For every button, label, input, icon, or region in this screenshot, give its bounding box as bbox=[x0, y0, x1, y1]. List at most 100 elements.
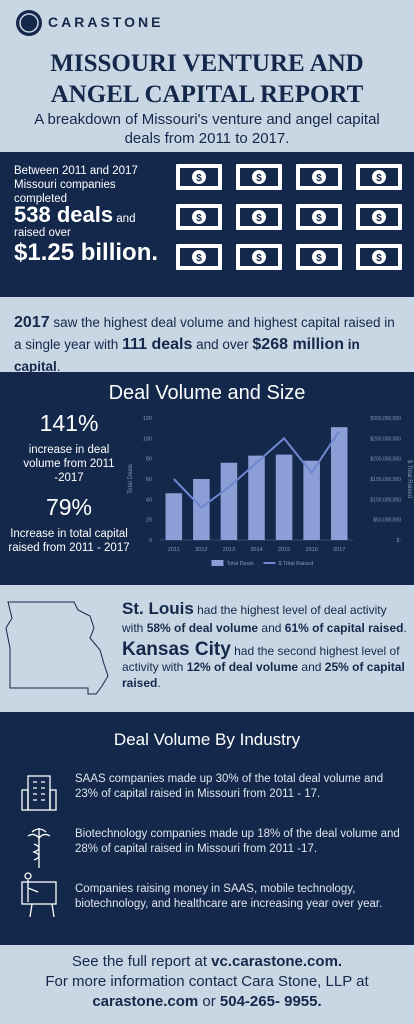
y-tick-label: 20 bbox=[146, 518, 152, 524]
footer-text: See the full report at bbox=[71, 953, 212, 970]
footer-phone: 504-265- 9955. bbox=[219, 993, 322, 1010]
bar bbox=[275, 454, 293, 540]
and: and bbox=[116, 213, 136, 225]
city: Kansas City had the second highest level… bbox=[122, 639, 410, 691]
deals: 538 deals bbox=[14, 202, 114, 227]
bill-coin bbox=[372, 250, 386, 264]
city-bold: 61% of capital raised bbox=[284, 621, 404, 635]
logo bbox=[16, 10, 42, 36]
y-tick-label: 120 bbox=[143, 416, 152, 422]
bill-sign: $ bbox=[316, 253, 322, 264]
summary-intro: Between 2011 and 2017 Missouri companies… bbox=[14, 165, 138, 205]
bill-coin bbox=[312, 250, 326, 264]
bill-coin bbox=[372, 210, 386, 224]
bar bbox=[303, 460, 320, 540]
footer-link[interactable]: carastone.com bbox=[92, 993, 199, 1010]
y2-tick-label: $200,000,000 bbox=[370, 457, 401, 463]
stat: 79% Increase in total capital raised fro… bbox=[8, 494, 130, 555]
city-text: . bbox=[403, 621, 407, 635]
hl: in capital bbox=[14, 337, 360, 374]
city: St. Louis had the highest level of deal … bbox=[122, 600, 410, 637]
hl: 2017 bbox=[14, 314, 50, 331]
city-text: . bbox=[157, 676, 161, 690]
bar bbox=[330, 427, 348, 540]
industry-icons bbox=[21, 775, 57, 918]
city-text: had the highest level of deal activity w… bbox=[122, 603, 387, 635]
hl: 111 deals bbox=[122, 336, 193, 353]
x-tick-label: 2016 bbox=[306, 547, 318, 553]
bill-coin bbox=[192, 250, 206, 264]
bill-coin bbox=[252, 170, 266, 184]
money-icons: $ $ $ $ $ $ $ $ $ $ $ $ bbox=[176, 164, 402, 270]
y2-axis-label: $ Total Raised bbox=[406, 460, 412, 498]
summary-text: Between 2011 and 2017 Missouri companies… bbox=[14, 164, 164, 266]
hl: $268 million bbox=[252, 336, 344, 353]
chart-title: Deal Volume and Size bbox=[108, 382, 306, 404]
y-tick-label: 100 bbox=[143, 436, 152, 442]
bill-coin bbox=[192, 170, 206, 184]
stat-text: Increase in total capital raised from 20… bbox=[8, 528, 130, 554]
y-axis-label: Total Deals bbox=[128, 464, 134, 494]
city-text: had the second highest level of activity… bbox=[122, 644, 400, 674]
y2-tick-label: $100,000,000 bbox=[370, 497, 401, 503]
missouri-map bbox=[5, 601, 109, 695]
bill-sign: $ bbox=[376, 173, 382, 184]
x-tick-label: 2011 bbox=[168, 547, 180, 553]
bar bbox=[220, 462, 238, 540]
y-tick-label: 40 bbox=[146, 497, 152, 503]
industry-item: Companies raising money in SAAS, mobile … bbox=[75, 883, 383, 910]
city-bold: 58% of deal volume bbox=[146, 621, 259, 635]
footer: See the full report at vc.carastone.com.… bbox=[0, 952, 414, 1012]
city-text: and bbox=[298, 660, 325, 674]
title-line: ANGEL CAPITAL REPORT bbox=[50, 81, 364, 108]
y2-tick-label: $150,000,000 bbox=[370, 477, 401, 483]
x-tick-label: 2014 bbox=[250, 547, 262, 553]
bill-coin bbox=[252, 250, 266, 264]
subtitle: A breakdown of Missouri's venture and an… bbox=[34, 111, 380, 147]
y2-tick-label: $300,000,000 bbox=[370, 416, 401, 422]
amount: $1.25 billion. bbox=[14, 239, 159, 266]
bill-sign: $ bbox=[256, 253, 262, 264]
line bbox=[173, 430, 341, 509]
hl: . bbox=[56, 359, 61, 374]
x-tick-label: 2017 bbox=[333, 547, 345, 553]
stat-value: 141% bbox=[39, 410, 99, 436]
x-tick-label: 2015 bbox=[278, 547, 290, 553]
city-name: St. Louis bbox=[122, 599, 194, 618]
title-line: MISSOURI VENTURE AND bbox=[50, 50, 364, 77]
y-tick-label: 80 bbox=[146, 457, 152, 463]
hl: saw the highest deal volume and highest … bbox=[14, 315, 395, 352]
stat: 141% increase in deal volume from 2011 -… bbox=[10, 410, 128, 485]
legend-label: $ Total Raised bbox=[279, 561, 314, 567]
legend-label: Total Deals bbox=[227, 561, 254, 567]
footer-text: For more information contact Cara Stone,… bbox=[45, 973, 369, 990]
y2-tick-label: $50,000,000 bbox=[373, 518, 401, 524]
stat-text: increase in deal volume from 2011 -2017 bbox=[23, 444, 115, 484]
footer-link[interactable]: vc.carastone.com. bbox=[211, 953, 343, 970]
bill-coin bbox=[192, 210, 206, 224]
y2-tick-label: $- bbox=[397, 538, 402, 544]
stat-value: 79% bbox=[45, 494, 93, 520]
bill-coin bbox=[372, 170, 386, 184]
hl: and over bbox=[192, 337, 253, 352]
bill-sign: $ bbox=[316, 213, 322, 224]
footer-text: or bbox=[198, 993, 220, 1010]
bill-sign: $ bbox=[316, 173, 322, 184]
brand: CARASTONE bbox=[48, 14, 164, 30]
bar bbox=[193, 479, 210, 540]
title: MISSOURI VENTURE AND ANGEL CAPITAL REPOR… bbox=[0, 48, 414, 110]
bill-sign: $ bbox=[196, 213, 202, 224]
bill-coin bbox=[312, 210, 326, 224]
bill-sign: $ bbox=[256, 173, 262, 184]
x-tick-label: 2012 bbox=[195, 547, 207, 553]
bill-coin bbox=[252, 210, 266, 224]
bar bbox=[248, 455, 265, 540]
bar bbox=[165, 493, 183, 540]
bill-sign: $ bbox=[196, 253, 202, 264]
bill-coin bbox=[312, 170, 326, 184]
y-tick-label: 60 bbox=[146, 477, 152, 483]
raised: raised over bbox=[14, 227, 71, 239]
bill-sign: $ bbox=[256, 213, 262, 224]
city-name: Kansas City bbox=[122, 639, 231, 660]
